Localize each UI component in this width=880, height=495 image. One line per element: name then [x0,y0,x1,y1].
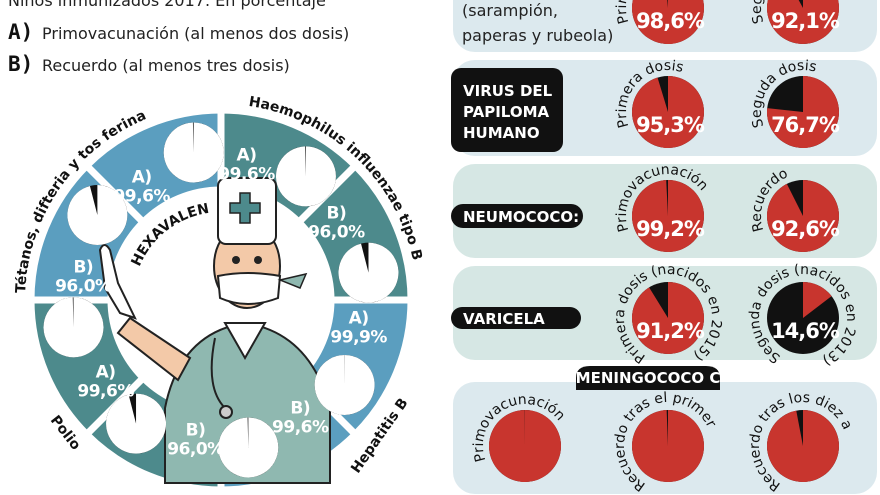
panel-pie [632,282,704,354]
pie-value: 98,6% [636,9,705,33]
pie-value-slice [218,417,279,478]
panel-title-line: VARICELA [463,310,545,328]
pie-value-slice [106,393,167,454]
doctor-arm [116,316,192,382]
legend-label: Recuerdo (al menos tres dosis) [42,56,290,75]
segment-value: 99,6% [218,164,275,184]
pie-value-slice [767,180,839,252]
pie-value: 91,2% [636,319,705,343]
pie-value-slice [766,410,839,483]
pie-value-slice [314,354,375,415]
pie-value: 99,2% [636,217,705,241]
pie-value-slice [803,282,832,318]
panel-pie [631,410,704,482]
panel-title-line: (sarampión, [462,1,558,20]
pie-value-slice [767,76,840,148]
segment-key: A) [349,309,369,329]
stethoscope-icon [210,337,226,409]
panel-pie [767,76,840,148]
pie-value-slice [631,410,704,482]
pie-value: 14,6% [771,319,840,343]
legend-key: A) [8,20,33,44]
pie-value-slice [163,122,224,183]
segment-key: A) [132,168,152,188]
ring-pie [67,185,128,246]
ring-pie [43,297,104,358]
segment-key: B) [327,204,347,224]
pie-value-slice [632,282,704,354]
ring-pie [314,354,375,415]
mask-tie [277,272,308,289]
ring-pie [338,242,399,303]
legend-key: B) [8,52,33,76]
panel-title-line: PAPILOMA [463,103,550,121]
panel-title-pill [451,307,581,329]
segment-value: 99,6% [272,417,329,437]
raised-hand [98,244,137,320]
pie-value-slice [632,0,704,44]
panel-pie [767,0,839,44]
segment-value: 99,9% [330,328,387,348]
ring-pie [163,122,224,183]
ring-pie [275,146,336,207]
panel-pie [767,282,839,354]
panel-pie [766,410,839,483]
segment-key: B) [186,421,206,441]
doctor-eye [232,256,240,264]
segment-value: 99,6% [113,187,170,207]
segment-key: B) [73,257,93,277]
legend-label: Primovacunación (al menos dos dosis) [42,24,349,43]
medical-cross-icon [229,192,261,224]
pie-value-slice [488,410,561,482]
pie-value: 95,3% [636,113,705,137]
segment-value: 96,0% [55,276,112,296]
panel-pie [632,75,704,148]
pie-value-slice [632,75,704,148]
pie-value-slice [632,180,705,252]
doctor-eye [254,256,262,264]
segment-value: 99,6% [77,381,134,401]
pie-value-slice [43,297,104,358]
stethoscope-head [219,405,233,419]
panel-title-line: NEUMOCOCO: [463,208,579,226]
panel-title-line: paperas y rubeola) [462,26,613,45]
segment-key: A) [96,362,116,382]
pie-value-slice [338,242,399,303]
pie-value: 92,1% [771,9,840,33]
panel-title-pill [451,204,583,228]
pie-value: 76,7% [771,113,840,137]
surgical-mask [216,272,282,305]
segment-key: B) [290,398,310,418]
panel-title-tab [576,366,720,390]
panel-title-line: HUMANO [463,124,540,142]
panel-title-line: VIRUS DEL [463,82,553,100]
doctor-collar [223,322,267,361]
panel-pie [632,180,705,252]
panel-title-box [451,68,563,152]
pie-value-slice [67,185,128,246]
ring-pie [106,393,167,454]
segment-key: A) [237,145,257,165]
panel-pie [767,180,839,252]
pie-value: 92,6% [771,217,840,241]
segment-value: 96,0% [308,223,365,243]
panel-title-line: MENINGOCOCO C [576,369,721,387]
panel-pie [632,0,704,44]
panel-pie [488,410,561,482]
ring-pie [218,417,279,478]
pie-value-slice [767,0,839,44]
pie-value-slice [275,146,336,207]
segment-value: 96,0% [167,440,224,460]
subtitle: Niños inmunizados 2017. En porcentaje [8,0,326,10]
